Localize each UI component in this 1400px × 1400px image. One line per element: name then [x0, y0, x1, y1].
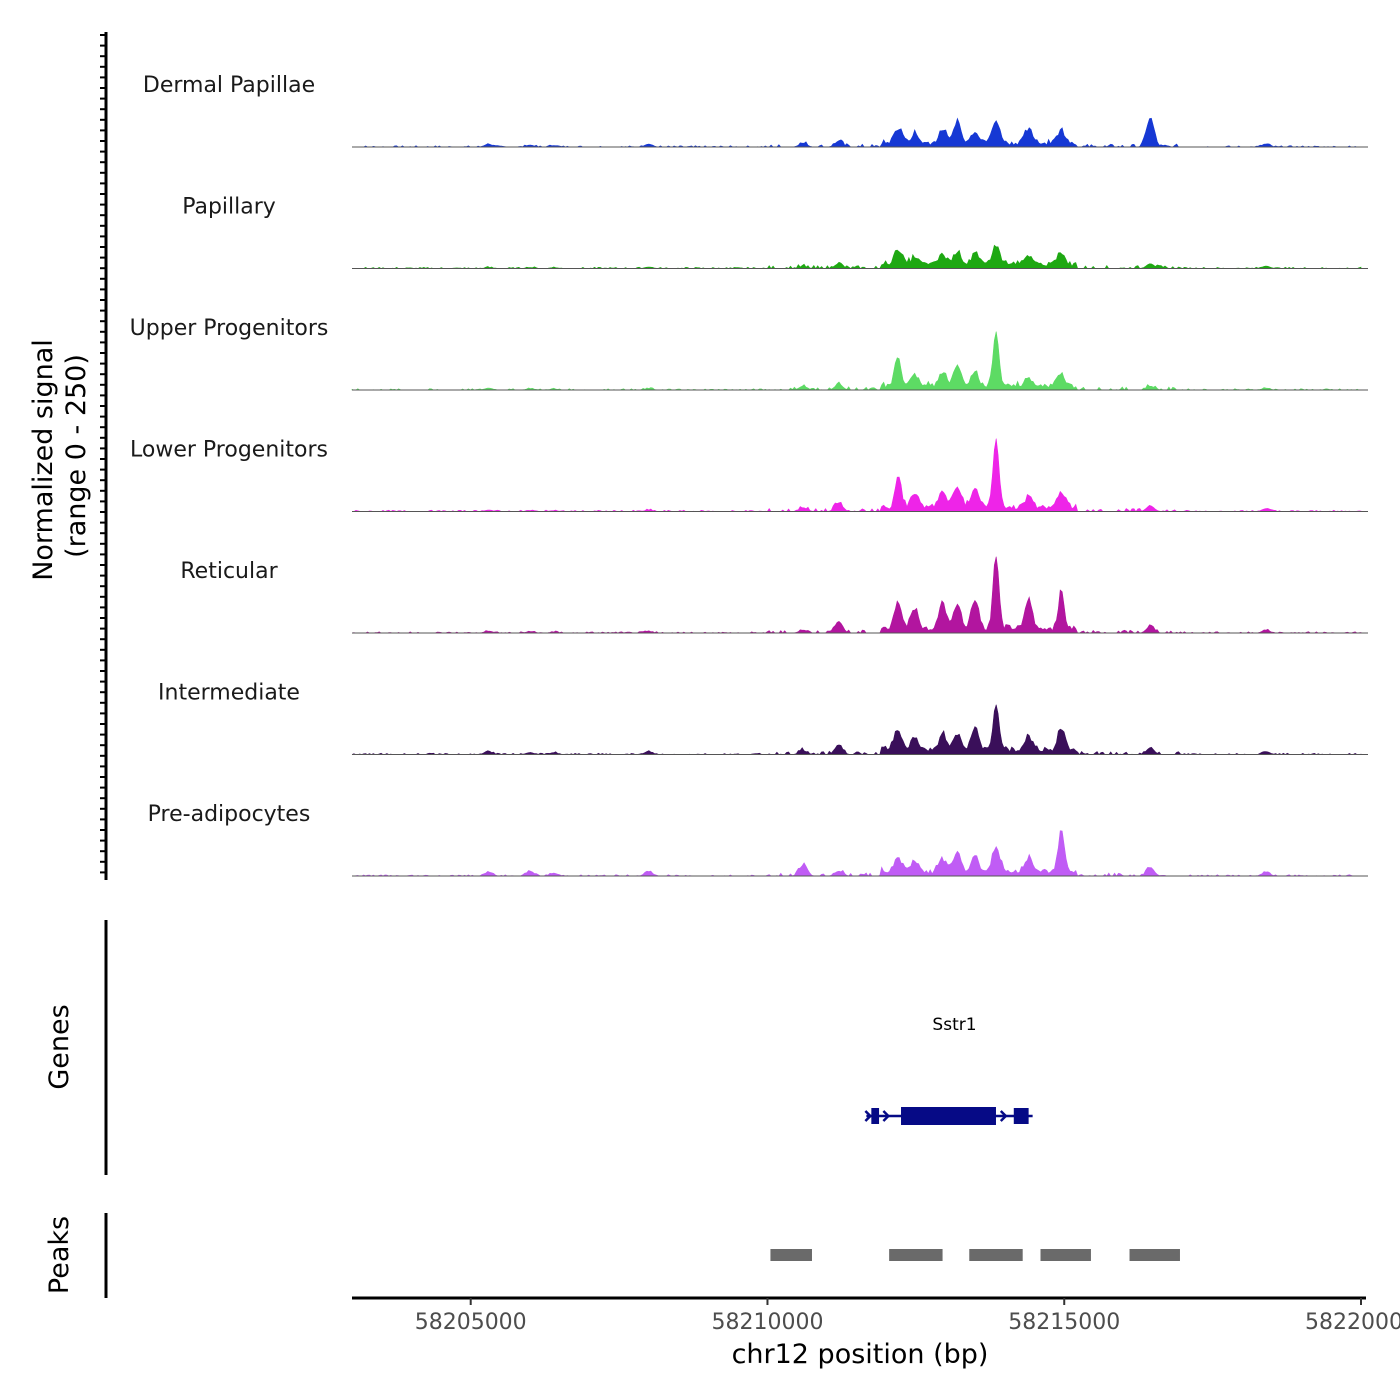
strand-arrow-icon — [882, 1110, 891, 1122]
x-ticks: 58205000 58210000 58215000 58220000 — [415, 1298, 1400, 1335]
coverage-area — [352, 244, 1362, 270]
strand-arrow-icon — [999, 1110, 1008, 1122]
track-group: Dermal Papillae Papillary Upper Progenitor… — [130, 73, 1368, 877]
coverage-area — [351, 556, 1362, 634]
coverage-area — [352, 117, 1361, 148]
x-tick-label: 58220000 — [1305, 1310, 1400, 1335]
coverage-panel: Normalized signal (range 0 - 250) Dermal… — [28, 32, 1368, 880]
track-label: Papillary — [182, 195, 276, 220]
peaks-panel: Peaks — [44, 1213, 1180, 1298]
x-tick-label: 58210000 — [711, 1310, 823, 1335]
track-label: Intermediate — [158, 681, 300, 706]
coverage-area — [351, 331, 1361, 391]
track-papillary: Papillary — [182, 195, 1368, 270]
peak-region — [1129, 1249, 1180, 1261]
track-lower-progenitors: Lower Progenitors — [130, 438, 1368, 513]
peak-regions — [770, 1249, 1180, 1261]
y-axis-range-title: (range 0 - 250) — [61, 354, 92, 558]
peak-region — [969, 1249, 1023, 1261]
y-axis-title: Normalized signal — [28, 339, 59, 581]
track-pre-adipocytes: Pre-adipocytes — [148, 802, 1368, 877]
peak-region — [1040, 1249, 1091, 1261]
gene-exon — [1013, 1108, 1029, 1124]
x-axis-title: chr12 position (bp) — [732, 1339, 989, 1370]
gene-models: Sstr1 — [864, 1015, 1033, 1125]
track-label: Reticular — [180, 559, 278, 584]
peak-region — [889, 1249, 943, 1261]
track-reticular: Reticular — [180, 556, 1368, 634]
track-label: Pre-adipocytes — [148, 802, 311, 827]
strand-arrow-icon — [864, 1110, 873, 1122]
coverage-area — [352, 830, 1361, 877]
coverage-y-ticks — [100, 34, 106, 874]
genes-title: Genes — [44, 1004, 75, 1089]
coverage-area — [351, 704, 1362, 756]
x-tick-label: 58215000 — [1008, 1310, 1120, 1335]
coverage-area — [352, 438, 1362, 513]
x-tick-label: 58205000 — [415, 1310, 527, 1335]
track-label: Dermal Papillae — [143, 73, 315, 98]
gene-sstr1: Sstr1 — [864, 1015, 1033, 1125]
x-axis: 58205000 58210000 58215000 58220000 chr12 p… — [352, 1296, 1400, 1370]
genes-panel: Genes Sstr1 — [44, 920, 1033, 1175]
track-label: Lower Progenitors — [130, 438, 328, 463]
gene-label: Sstr1 — [932, 1015, 976, 1035]
track-dermal-papillae: Dermal Papillae — [143, 73, 1368, 148]
track-intermediate: Intermediate — [158, 681, 1368, 756]
track-upper-progenitors: Upper Progenitors — [130, 316, 1368, 391]
peaks-title: Peaks — [44, 1216, 75, 1294]
track-label: Upper Progenitors — [130, 316, 329, 341]
peak-region — [770, 1249, 812, 1261]
gene-exon — [871, 1108, 880, 1124]
gene-exon — [901, 1107, 996, 1125]
